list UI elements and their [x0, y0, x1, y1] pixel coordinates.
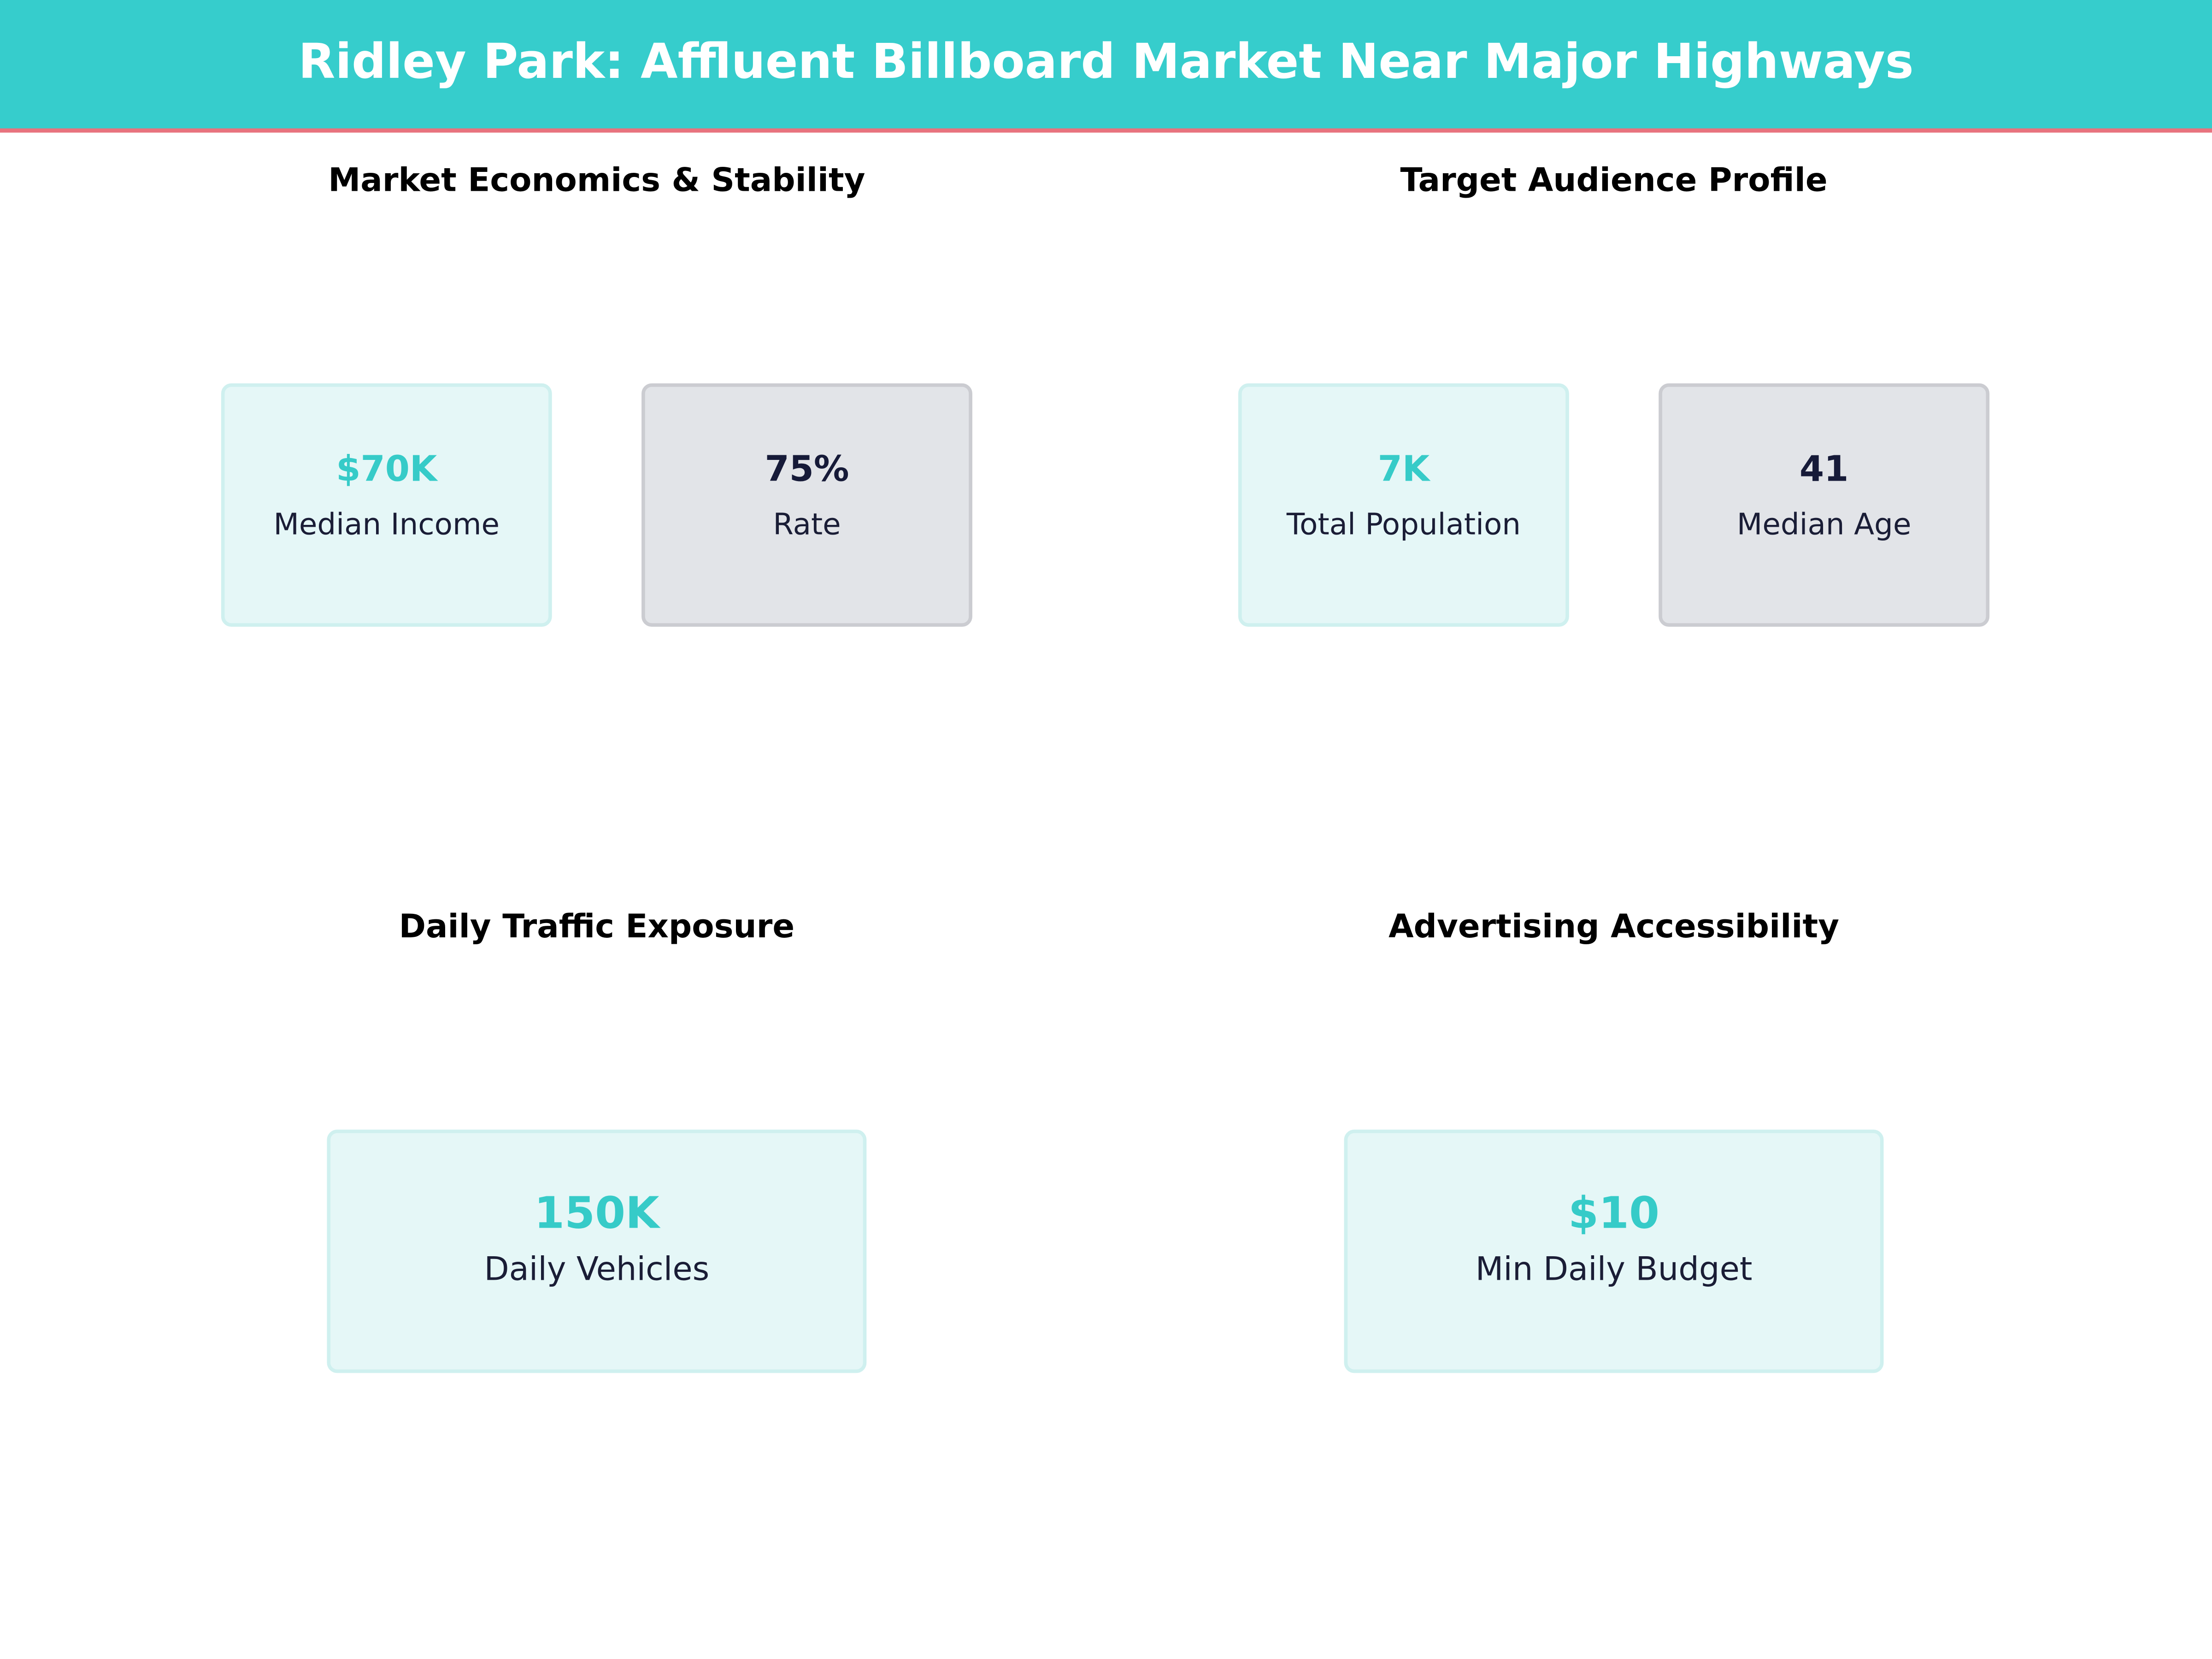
stat-card	[1344, 1130, 1884, 1373]
panel-title: Target Audience Profile	[1400, 161, 1828, 199]
stat-card	[1659, 383, 1990, 627]
stat-value: 75%	[765, 448, 849, 489]
stat-value: $10	[1568, 1188, 1659, 1239]
stat-card	[1238, 383, 1569, 627]
stat-value: $70K	[336, 448, 438, 489]
stat-card	[641, 383, 972, 627]
header-rule	[0, 128, 2212, 133]
stat-label: Daily Vehicles	[484, 1250, 709, 1288]
stat-value: 41	[1800, 448, 1848, 489]
page-title: Ridley Park: Affluent Billboard Market N…	[298, 33, 1913, 89]
stat-label: Median Income	[273, 507, 500, 541]
stat-card	[327, 1130, 867, 1373]
stat-value: 150K	[534, 1188, 661, 1239]
header-bar	[0, 0, 2212, 130]
panel-title: Advertising Accessibility	[1388, 907, 1839, 945]
stat-label: Rate	[773, 507, 841, 541]
stat-label: Median Age	[1737, 507, 1911, 541]
panel-title: Market Economics & Stability	[328, 161, 865, 199]
stat-label: Total Population	[1286, 507, 1521, 541]
stat-card	[221, 383, 552, 627]
stat-value: 7K	[1378, 448, 1431, 489]
panel-title: Daily Traffic Exposure	[399, 907, 795, 945]
stat-label: Min Daily Budget	[1476, 1250, 1753, 1288]
